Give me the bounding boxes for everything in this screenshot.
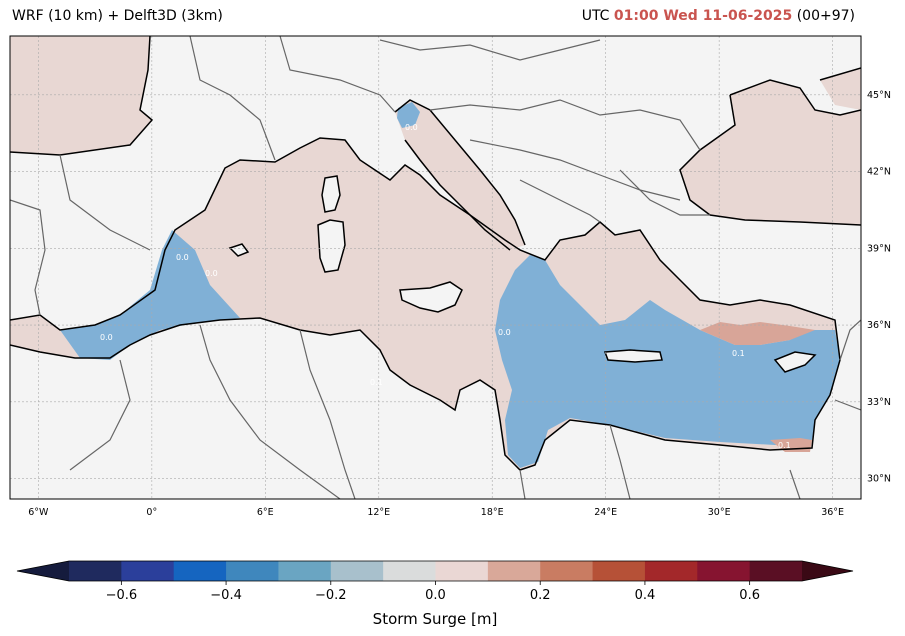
island-sicily	[399, 281, 463, 313]
surge-negative-adriatic-north	[397, 102, 420, 128]
colorbar-tick-label: 0.4	[635, 588, 656, 603]
lon-tick-label: 18°E	[481, 507, 504, 518]
island-cyprus	[773, 351, 817, 373]
lat-tick-label: 36°N	[867, 320, 891, 331]
border-line	[519, 179, 601, 223]
lat-tick-label: 39°N	[867, 243, 891, 254]
lon-tick-label: 30°E	[708, 507, 731, 518]
coastline-black-sea	[679, 79, 861, 226]
contour-label: 0.0	[405, 123, 418, 132]
border-line	[189, 36, 276, 161]
colorbar-label: Storm Surge [m]	[373, 610, 498, 628]
surge-negative-west	[60, 230, 240, 360]
colorbar-extend-min	[17, 561, 69, 581]
colorbar-swatch	[330, 561, 384, 581]
lon-tick-label: 36°E	[821, 507, 844, 518]
colorbar-swatch	[592, 561, 646, 581]
colorbar-swatch	[540, 561, 594, 581]
border-line	[609, 424, 631, 499]
colorbar-swatch	[644, 561, 698, 581]
colorbar-tick-label: −0.4	[210, 588, 242, 603]
colorbar-swatch	[749, 561, 803, 581]
lat-tick-label: 45°N	[867, 90, 891, 101]
border-line	[429, 99, 701, 151]
longitude-labels: 6°W 0° 6°E 12°E 18°E 24°E 30°E 36°E	[28, 507, 844, 518]
colorbar-tick-label: 0.0	[425, 588, 446, 603]
colorbar-swatch	[121, 561, 175, 581]
border-line	[69, 359, 131, 471]
border-line	[379, 39, 601, 61]
colorbar: −0.6 −0.4 −0.2 0.0 0.2 0.4 0.6	[16, 560, 854, 603]
contour-label: 0.0	[176, 253, 189, 262]
border-line	[299, 329, 356, 499]
forecast-datetime: 01:00 Wed 11-06-2025	[613, 8, 793, 24]
colorbar-outline	[16, 560, 854, 582]
border-line	[834, 399, 861, 411]
border-line	[469, 139, 681, 201]
border-line	[839, 319, 861, 361]
country-borders	[10, 36, 861, 499]
border-line	[789, 469, 801, 499]
model-title: WRF (10 km) + Delft3D (3km)	[12, 8, 223, 24]
surge-positive-southeast	[700, 322, 815, 345]
colorbar-tick-label: 0.6	[739, 588, 760, 603]
coastline-northeast	[819, 67, 861, 81]
island-sardinia	[317, 219, 346, 273]
contour-label: 0.1	[732, 349, 745, 358]
lon-tick-label: 12°E	[367, 507, 390, 518]
colorbar-tick-label: −0.2	[315, 588, 347, 603]
forecast-lead: (00+97)	[796, 8, 855, 24]
colorbar-swatch	[278, 561, 332, 581]
island-corsica	[321, 175, 341, 213]
lat-tick-label: 30°N	[867, 474, 891, 485]
black-sea	[680, 80, 861, 225]
border-line	[59, 154, 151, 251]
border-line	[199, 324, 341, 499]
border-line	[279, 36, 396, 113]
northeast-sea	[820, 68, 861, 110]
valid-time: UTC 01:00 Wed 11-06-2025 (00+97)	[582, 8, 855, 24]
colorbar-swatch	[226, 561, 279, 581]
surge-negative-east	[495, 255, 840, 468]
contour-labels: 0.0 0.0 0.0 0.0 0.1 0.1 0.1 0.0	[100, 123, 791, 450]
contour-label: 0.1	[370, 378, 383, 387]
contour-label: 0.0	[100, 333, 113, 342]
coastline-adriatic-west	[404, 139, 511, 251]
island-crete	[603, 349, 663, 363]
colorbar-swatch	[487, 561, 541, 581]
colorbar-swatch	[383, 561, 436, 581]
colorbar-swatch	[697, 561, 751, 581]
colorbar-tick-label: 0.2	[530, 588, 551, 603]
contour-label: 0.1	[778, 441, 791, 450]
lat-tick-label: 33°N	[867, 397, 891, 408]
lon-tick-label: 24°E	[594, 507, 617, 518]
lon-tick-label: 6°W	[28, 507, 49, 518]
atlantic-sea	[10, 36, 152, 155]
colorbar-tick-label: −0.6	[106, 588, 138, 603]
lon-tick-label: 6°E	[257, 507, 274, 518]
coastline-mediterranean	[10, 137, 841, 471]
colorbar-extend-max	[802, 561, 853, 581]
map-title: WRF (10 km) + Delft3D (3km)	[12, 8, 223, 24]
contour-label: 0.0	[498, 328, 511, 337]
contour-label: 0.0	[205, 269, 218, 278]
colorbar-swatch	[173, 561, 227, 581]
colorbar-swatch	[69, 561, 122, 581]
coastline-adriatic	[394, 99, 526, 246]
latitude-labels: 45°N 42°N 39°N 36°N 33°N 30°N	[867, 90, 891, 485]
island-mallorca	[228, 243, 250, 257]
map-frame	[9, 35, 862, 500]
border-line	[619, 169, 710, 216]
colorbar-swatch	[435, 561, 489, 581]
lat-tick-label: 42°N	[867, 167, 891, 178]
utc-label: UTC	[581, 8, 610, 24]
border-line	[10, 199, 46, 316]
border-line	[519, 469, 526, 499]
lon-tick-label: 0°	[146, 507, 157, 518]
